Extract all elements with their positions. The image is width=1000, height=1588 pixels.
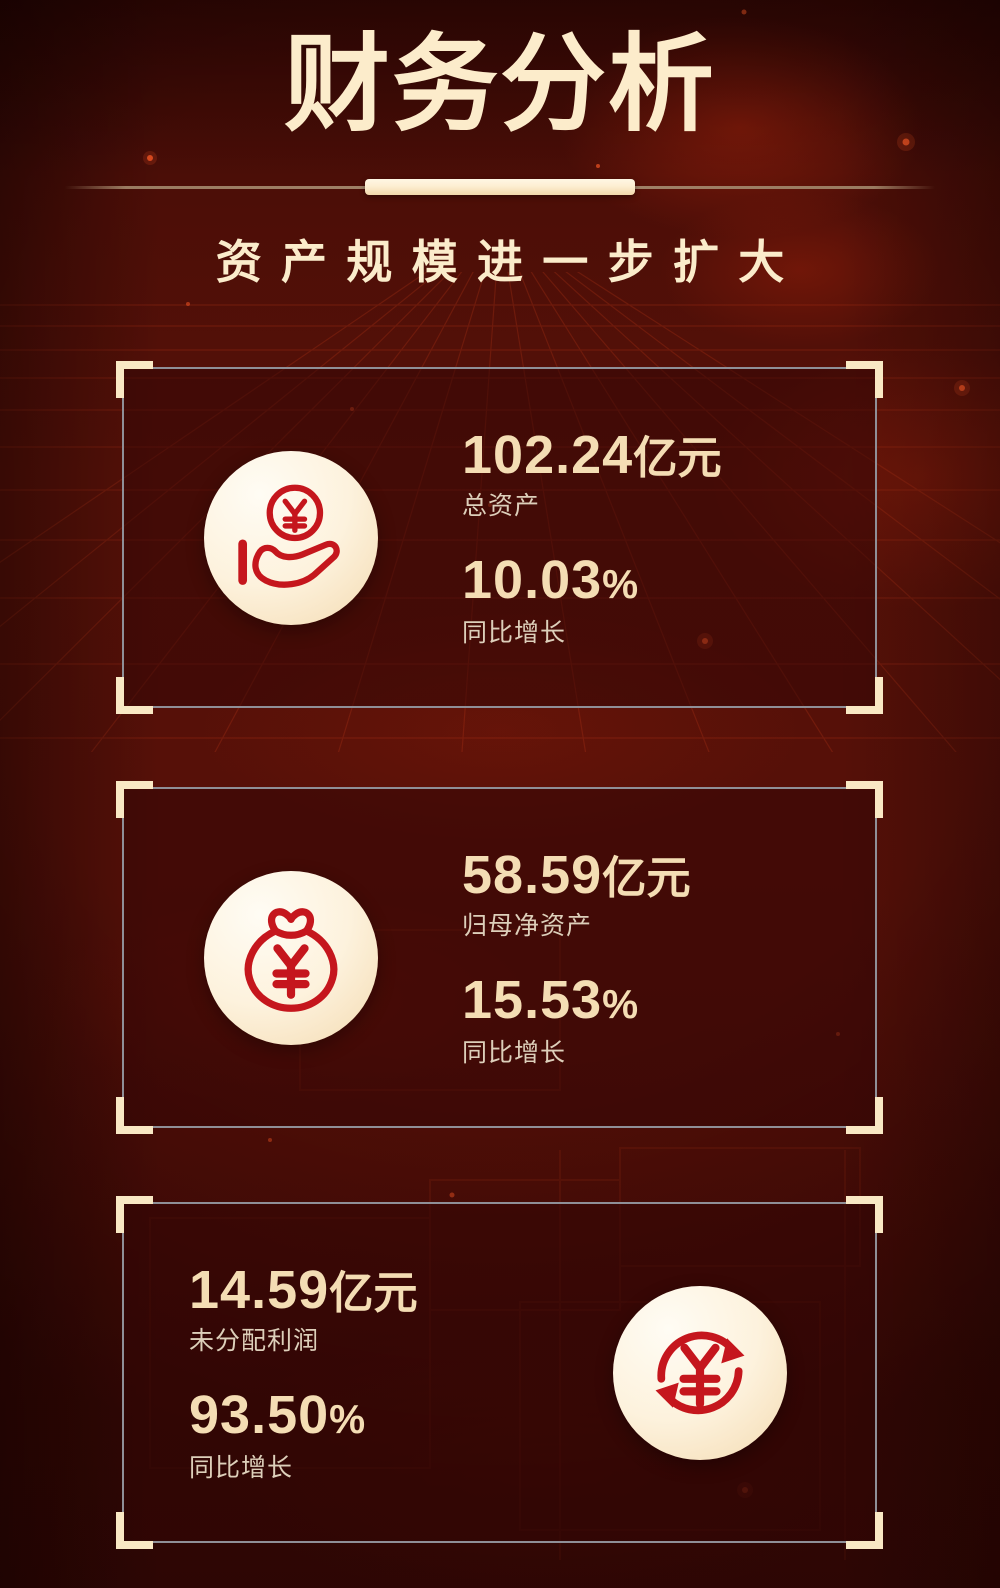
stat-block: 14.59亿元 未分配利润 93.50% 同比增长 [189,1263,418,1483]
growth-value: 10.03% [462,553,722,607]
stat-card-total-assets: 102.24亿元 总资产 10.03% 同比增长 [116,361,883,714]
stat-card-undistributed-profit: 14.59亿元 未分配利润 93.50% 同比增长 [116,1196,883,1549]
growth-label: 同比增长 [462,619,567,647]
stat-block: 58.59亿元 归母净资产 15.53% 同比增长 [462,848,691,1068]
icon-badge [613,1285,787,1460]
icon-badge [204,870,378,1045]
growth-value-unit: % [602,981,640,1027]
stat-card-net-assets: 58.59亿元 归母净资产 15.53% 同比增长 [116,781,883,1134]
page-subtitle: 资产规模进一步扩大 [0,236,1000,289]
stat-value-number: 102.24 [462,424,634,485]
page-subtitle-text: 资产规模进一步扩大 [215,236,804,288]
stat-label: 归母净资产 [462,911,593,940]
corner-bracket [846,1512,883,1549]
card-content: 14.59亿元 未分配利润 93.50% 同比增长 [124,1204,875,1541]
growth-value-number: 15.53 [462,970,603,1030]
corner-bracket [846,677,883,714]
stat-value: 58.59亿元 [462,848,691,902]
hand-coin-icon [238,484,340,588]
title-divider [0,178,1000,200]
corner-bracket [846,1097,883,1134]
growth-value-unit: % [329,1396,367,1442]
money-bag-icon [244,907,338,1012]
page-title: 财务分析 [284,26,716,144]
corner-bracket [116,781,153,818]
corner-bracket [116,1097,153,1134]
icon-badge [204,450,378,625]
stat-label: 总资产 [462,491,541,520]
stat-value-number: 14.59 [189,1259,330,1320]
growth-value: 93.50% [189,1388,418,1442]
corner-bracket [846,361,883,398]
growth-value-number: 93.50 [189,1385,330,1445]
growth-label: 同比增长 [462,1039,567,1067]
card-content: 58.59亿元 归母净资产 15.53% 同比增长 [124,789,875,1126]
stat-value: 14.59亿元 [189,1263,418,1317]
growth-value: 15.53% [462,973,691,1027]
stat-value-unit: 亿元 [602,853,691,903]
stat-block: 102.24亿元 总资产 10.03% 同比增长 [462,428,722,648]
corner-bracket [116,1512,153,1549]
currency-cycle-icon [655,1331,745,1414]
stat-value-unit: 亿元 [633,433,722,483]
stat-value: 102.24亿元 [462,428,722,482]
stat-value-unit: 亿元 [329,1268,418,1318]
growth-value-number: 10.03 [462,550,603,610]
growth-value-unit: % [602,561,640,607]
corner-bracket [116,677,153,714]
corner-bracket [116,1196,153,1233]
card-content: 102.24亿元 总资产 10.03% 同比增长 [124,369,875,706]
stat-value-number: 58.59 [462,844,603,905]
corner-bracket [846,1196,883,1233]
corner-bracket [846,781,883,818]
divider-center-bar [365,179,635,195]
growth-label: 同比增长 [189,1454,294,1482]
corner-bracket [116,361,153,398]
stat-label: 未分配利润 [189,1326,320,1355]
